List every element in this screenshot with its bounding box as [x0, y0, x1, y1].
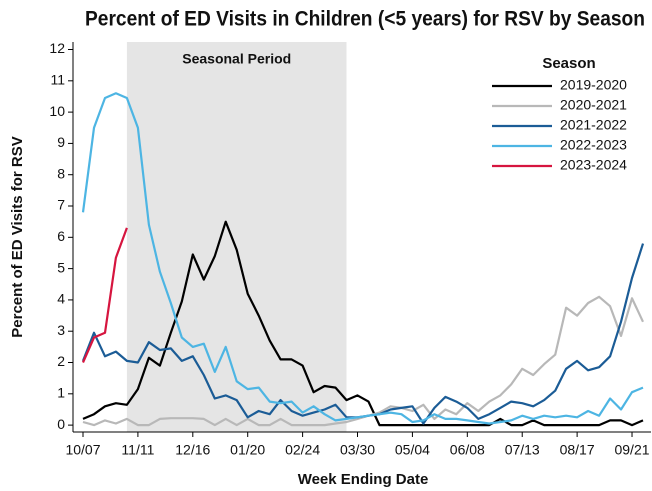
- y-tick-label: 5: [57, 259, 65, 275]
- y-tick-label: 12: [49, 40, 65, 56]
- x-tick-label: 11/11: [121, 442, 154, 458]
- y-tick-label: 8: [57, 165, 65, 181]
- legend-title: Season: [542, 55, 595, 72]
- y-tick-label: 11: [50, 72, 65, 88]
- y-tick-label: 6: [57, 228, 65, 244]
- series-line: [81, 227, 128, 363]
- series-line: [81, 92, 644, 425]
- y-axis-label: Percent of ED Visits for RSV: [9, 136, 26, 337]
- x-tick-label: 03/30: [340, 442, 375, 458]
- y-tick-label: 1: [57, 385, 65, 401]
- x-tick-label: 07/13: [505, 442, 540, 458]
- x-tick-label: 01/20: [230, 442, 265, 458]
- y-tick-label: 4: [57, 291, 65, 307]
- y-tick-label: 0: [57, 416, 65, 432]
- x-tick-label: 12/16: [175, 442, 210, 458]
- shade-label: Seasonal Period: [182, 51, 291, 67]
- x-tick-label: 05/04: [395, 442, 430, 458]
- legend-label: 2020-2021: [560, 97, 627, 113]
- x-tick-label: 06/08: [450, 442, 485, 458]
- x-axis-label: Week Ending Date: [298, 471, 429, 488]
- legend-label: 2019-2020: [560, 77, 627, 93]
- legend-label: 2023-2024: [560, 157, 627, 173]
- legend-label: 2021-2022: [560, 117, 627, 133]
- legend-label: 2022-2023: [560, 137, 627, 153]
- x-tick-label: 09/21: [614, 442, 649, 458]
- chart-title: Percent of ED Visits in Children (<5 yea…: [85, 8, 645, 31]
- y-tick-label: 9: [57, 134, 65, 150]
- y-tick-label: 10: [49, 103, 65, 119]
- y-tick-label: 3: [57, 322, 65, 338]
- x-tick-label: 10/07: [65, 442, 100, 458]
- x-tick-label: 02/24: [285, 442, 320, 458]
- x-tick-label: 08/17: [560, 442, 595, 458]
- seasonal-shade: [126, 42, 347, 432]
- y-tick-label: 2: [57, 353, 65, 369]
- y-tick-label: 7: [57, 197, 65, 213]
